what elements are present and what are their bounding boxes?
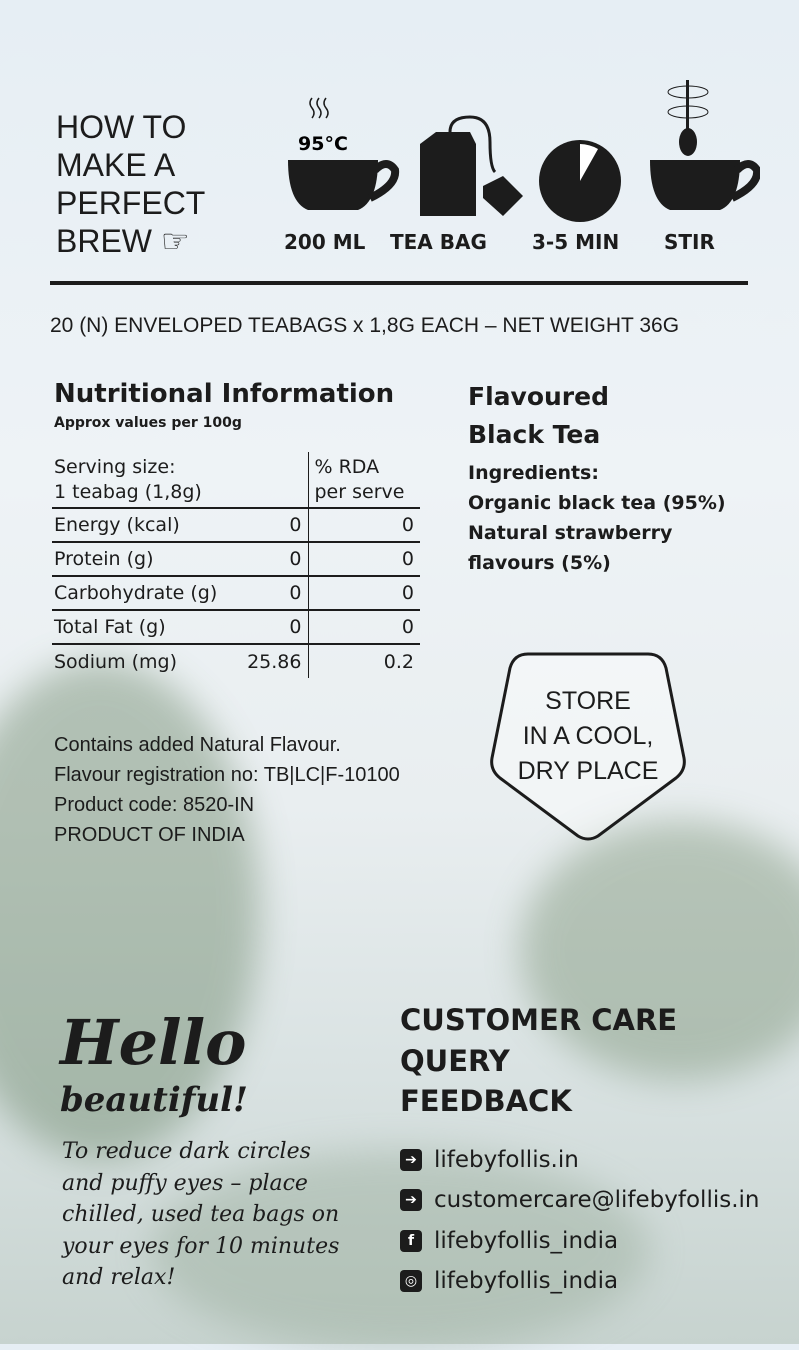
website-link[interactable]: ➔ lifebyfollis.in <box>400 1147 579 1173</box>
brew-icons: 95°C <box>288 80 760 222</box>
care-heading: CUSTOMER CARE QUERY FEEDBACK <box>400 1000 677 1122</box>
nutrition-table: Serving size: 1 teabag (1,8g) % RDA per se… <box>52 452 420 678</box>
net-weight: 20 (N) ENVELOPED TEABAGS x 1,8G EACH – N… <box>50 314 680 337</box>
table-row: Carbohydrate (g) 0 0 <box>52 575 420 610</box>
timer-icon <box>539 140 621 222</box>
cup-icon <box>288 160 400 210</box>
ingredients: Ingredients: Organic black tea (95%) Nat… <box>468 458 726 578</box>
hello-line: To reduce dark circles <box>62 1139 311 1164</box>
link-text: lifebyfollis.in <box>434 1147 579 1173</box>
brew-title: HOW TO MAKE A PERFECT BREW ☞ <box>56 108 205 260</box>
hello-body: To reduce dark circles and puffy eyes – p… <box>62 1136 339 1294</box>
rda-label: per serve <box>314 480 405 503</box>
ingredients-label: Ingredients: <box>468 462 599 484</box>
hello-line: and relax! <box>62 1265 176 1290</box>
link-text: customercare@lifebyfollis.in <box>434 1187 760 1213</box>
info-line: PRODUCT OF INDIA <box>54 824 245 846</box>
info-line: Product code: 8520-IN <box>54 794 255 816</box>
storage-badge: STORE IN A COOL, DRY PLACE <box>488 684 688 789</box>
care-heading-line: FEEDBACK <box>400 1084 572 1118</box>
facebook-icon: f <box>400 1230 422 1252</box>
table-row: Protein (g) 0 0 <box>52 541 420 576</box>
step-label: STIR <box>664 230 715 254</box>
table-row: Energy (kcal) 0 0 <box>52 507 420 542</box>
email-link[interactable]: ➔ customercare@lifebyfollis.in <box>400 1187 759 1213</box>
step-label: TEA BAG <box>390 230 487 254</box>
care-heading-line: QUERY <box>400 1043 510 1078</box>
brew-title-line: BREW <box>56 223 152 259</box>
arrow-icon: ➔ <box>400 1149 422 1171</box>
info-line: Contains added Natural Flavour. <box>54 734 341 756</box>
divider <box>50 281 748 285</box>
storage-line: DRY PLACE <box>517 757 659 785</box>
nutrition-subtitle: Approx values per 100g <box>54 415 242 431</box>
rda-label: % RDA <box>314 455 380 478</box>
ingredient: flavours (5%) <box>468 552 611 574</box>
instagram-icon: ◎ <box>400 1270 422 1292</box>
nutrition-title: Nutritional Information <box>54 379 395 409</box>
step-label: 3-5 MIN <box>532 230 620 254</box>
teabag-icon <box>420 115 523 216</box>
product-title-line: Flavoured <box>468 382 609 411</box>
temperature-label: 95°C <box>298 133 348 155</box>
hello-title: Hello <box>60 1006 247 1079</box>
table-row: Total Fat (g) 0 0 <box>52 609 420 644</box>
table-row: Sodium (mg) 25.86 0.2 <box>52 643 420 678</box>
arrow-icon: ➔ <box>400 1189 422 1211</box>
facebook-link[interactable]: f lifebyfollis_india <box>400 1228 618 1254</box>
pointing-hand-icon: ☞ <box>160 223 190 259</box>
product-title: Flavoured Black Tea <box>468 378 609 454</box>
instagram-link[interactable]: ◎ lifebyfollis_india <box>400 1268 618 1294</box>
stir-cup-icon <box>650 80 760 210</box>
storage-line: IN A COOL, <box>522 722 654 750</box>
steam-icon <box>309 97 329 119</box>
storage-line: STORE <box>545 687 631 715</box>
step-label: 200 ML <box>284 230 366 254</box>
care-heading-line: CUSTOMER CARE <box>400 1003 678 1037</box>
storage-badge-shape <box>490 652 686 841</box>
brew-title-line: PERFECT <box>56 185 206 221</box>
hello-subtitle: beautiful! <box>60 1080 248 1120</box>
hello-line: your eyes for 10 minutes <box>62 1233 340 1259</box>
link-text: lifebyfollis_india <box>434 1228 619 1254</box>
ingredient: Natural strawberry <box>468 522 673 544</box>
product-title-line: Black Tea <box>468 420 601 449</box>
ingredient: Organic black tea (95%) <box>468 492 726 514</box>
serving-label: 1 teabag (1,8g) <box>54 480 202 503</box>
hello-line: chilled, used tea bags on <box>62 1202 340 1227</box>
brew-title-line: HOW TO <box>56 109 187 145</box>
link-text: lifebyfollis_india <box>434 1268 619 1294</box>
serving-label: Serving size: <box>54 455 176 478</box>
brew-title-line: MAKE A <box>56 147 176 183</box>
product-info: Contains added Natural Flavour. Flavour r… <box>54 730 400 850</box>
hello-line: and puffy eyes – place <box>62 1170 308 1196</box>
info-line: Flavour registration no: TB|LC|F-10100 <box>54 764 400 786</box>
